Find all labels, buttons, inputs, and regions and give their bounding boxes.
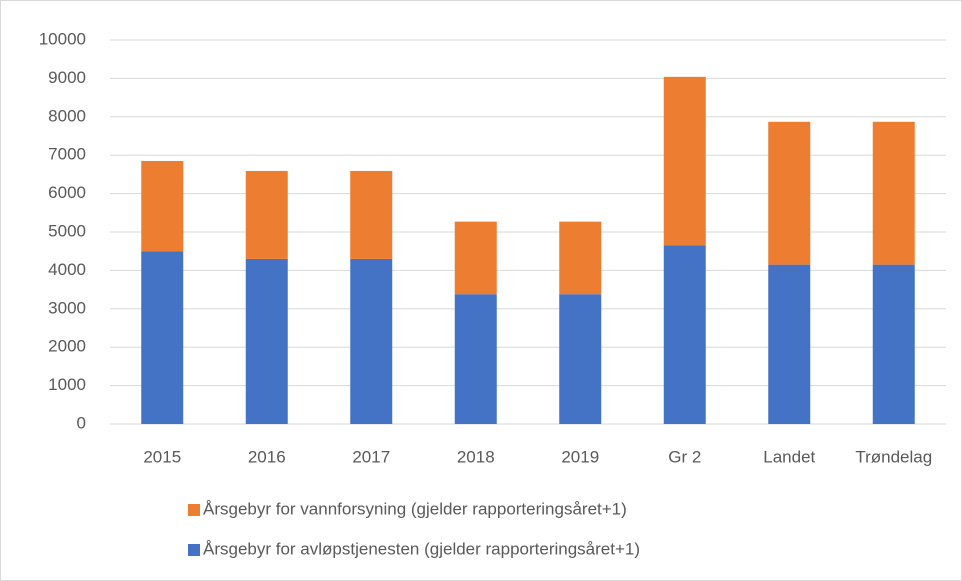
bar-segment	[350, 258, 393, 424]
bar-segment	[559, 294, 602, 424]
bar-segment	[559, 221, 602, 295]
x-tick-label: 2017	[352, 447, 390, 466]
bar-segment	[141, 160, 184, 252]
bar-segment	[768, 121, 811, 265]
y-tick-label: 3000	[48, 298, 86, 317]
bar-segment	[245, 170, 288, 259]
bar-segment	[245, 258, 288, 424]
y-tick-label: 8000	[48, 106, 86, 125]
y-tick-label: 5000	[48, 221, 86, 240]
y-tick-label: 6000	[48, 183, 86, 202]
legend-swatch	[188, 544, 200, 556]
y-tick-label: 1000	[48, 375, 86, 394]
bar-segment	[872, 264, 915, 424]
y-tick-label: 4000	[48, 260, 86, 279]
bar-segment	[663, 76, 706, 246]
x-tick-label: Trøndelag	[855, 447, 932, 466]
legend-swatch	[188, 504, 200, 516]
bar-segment	[141, 251, 184, 424]
legend-label: Årsgebyr for avløpstjenesten (gjelder ra…	[203, 539, 640, 558]
y-tick-label: 7000	[48, 145, 86, 164]
x-tick-label: Gr 2	[668, 447, 701, 466]
x-tick-label: Landet	[763, 447, 815, 466]
y-tick-label: 9000	[48, 68, 86, 87]
bar-segment	[768, 264, 811, 424]
bar-segment	[350, 170, 393, 259]
y-tick-label: 10000	[39, 29, 86, 48]
bar-segment	[663, 245, 706, 424]
bar-segment	[454, 294, 497, 424]
y-tick-label: 0	[77, 413, 86, 432]
bar-segment	[454, 221, 497, 295]
x-tick-label: 2016	[248, 447, 286, 466]
bar-segment	[872, 121, 915, 265]
x-tick-label: 2015	[143, 447, 181, 466]
y-tick-label: 2000	[48, 337, 86, 356]
x-tick-label: 2019	[561, 447, 599, 466]
x-tick-label: 2018	[457, 447, 495, 466]
legend-label: Årsgebyr for vannforsyning (gjelder rapp…	[203, 499, 627, 518]
